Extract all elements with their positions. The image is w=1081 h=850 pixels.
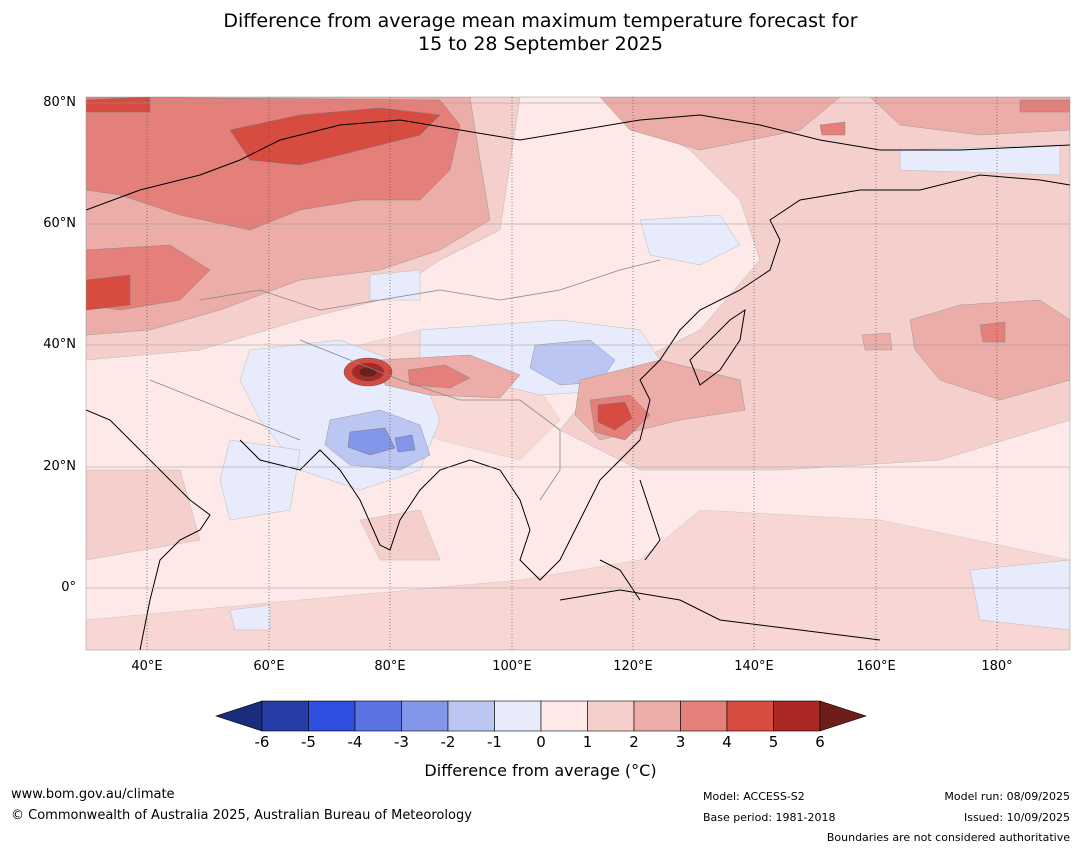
colorbar-label: Difference from average (°C) bbox=[424, 761, 657, 780]
colorbar-tick-label: -2 bbox=[440, 733, 456, 751]
lat-label-40n: 40°N bbox=[43, 337, 76, 352]
model-run-text: Model run: 08/09/2025 bbox=[944, 790, 1070, 803]
colorbar-tick-label: 6 bbox=[815, 733, 825, 751]
lon-label-120e: 120°E bbox=[613, 659, 653, 674]
title-line-1: Difference from average mean maximum tem… bbox=[223, 10, 858, 32]
colorbar-tick-label: 2 bbox=[629, 733, 639, 751]
colorbar-tick-label: -5 bbox=[301, 733, 316, 751]
colorbar-tick-label: 3 bbox=[675, 733, 686, 751]
colorbar-tick-label: 4 bbox=[722, 733, 732, 751]
colorbar-tick-label: -1 bbox=[487, 733, 502, 751]
colorbar-segment bbox=[540, 700, 588, 732]
colorbar-segment bbox=[773, 700, 821, 732]
title-line-2: 15 to 28 September 2025 bbox=[418, 33, 663, 55]
colorbar-segment bbox=[308, 700, 356, 732]
colorbar-segment bbox=[354, 700, 402, 732]
lon-label-80e: 80°E bbox=[374, 659, 406, 674]
model-text: Model: ACCESS-S2 bbox=[703, 790, 805, 803]
base-period-text: Base period: 1981-2018 bbox=[703, 811, 836, 824]
lon-label-180: 180° bbox=[981, 659, 1013, 674]
colorbar-segment bbox=[401, 700, 449, 732]
latitude-gridlines bbox=[86, 102, 1070, 589]
longitude-gridlines bbox=[146, 97, 998, 650]
colorbar-tick-label: -6 bbox=[254, 733, 270, 751]
lat-label-60n: 60°N bbox=[43, 216, 76, 231]
copyright-text: © Commonwealth of Australia 2025, Austra… bbox=[11, 808, 472, 823]
colorbar-segment bbox=[494, 700, 542, 732]
colorbar-tick-label: 5 bbox=[768, 733, 779, 751]
map-title: Difference from average mean maximum tem… bbox=[0, 10, 1081, 56]
colorbar-extend-high bbox=[819, 700, 867, 732]
lon-label-140e: 140°E bbox=[734, 659, 774, 674]
lat-label-20n: 20°N bbox=[43, 459, 76, 474]
colorbar-segment bbox=[447, 700, 495, 732]
colorbar-segment bbox=[726, 700, 774, 732]
website-link[interactable]: www.bom.gov.au/climate bbox=[11, 787, 175, 802]
map-panel bbox=[86, 97, 1070, 650]
lat-label-0: 0° bbox=[61, 580, 76, 595]
colorbar-segment bbox=[587, 700, 635, 732]
lon-label-40e: 40°E bbox=[131, 659, 163, 674]
colorbar bbox=[215, 700, 867, 732]
colorbar-tick-label: -3 bbox=[394, 733, 409, 751]
lon-label-60e: 60°E bbox=[253, 659, 285, 674]
issued-text: Issued: 10/09/2025 bbox=[963, 811, 1070, 824]
colorbar-tick-label: 1 bbox=[582, 733, 593, 751]
lat-label-80n: 80°N bbox=[43, 95, 76, 110]
colorbar-tick-label: 0 bbox=[536, 733, 546, 751]
boundaries-note: Boundaries are not considered authoritat… bbox=[826, 831, 1070, 844]
lon-label-100e: 100°E bbox=[492, 659, 532, 674]
colorbar-segment bbox=[633, 700, 681, 732]
colorbar-extend-low bbox=[215, 700, 263, 732]
colorbar-segment bbox=[680, 700, 728, 732]
lon-label-160e: 160°E bbox=[856, 659, 896, 674]
colorbar-tick-label: -4 bbox=[347, 733, 363, 751]
colorbar-segment bbox=[261, 700, 309, 732]
